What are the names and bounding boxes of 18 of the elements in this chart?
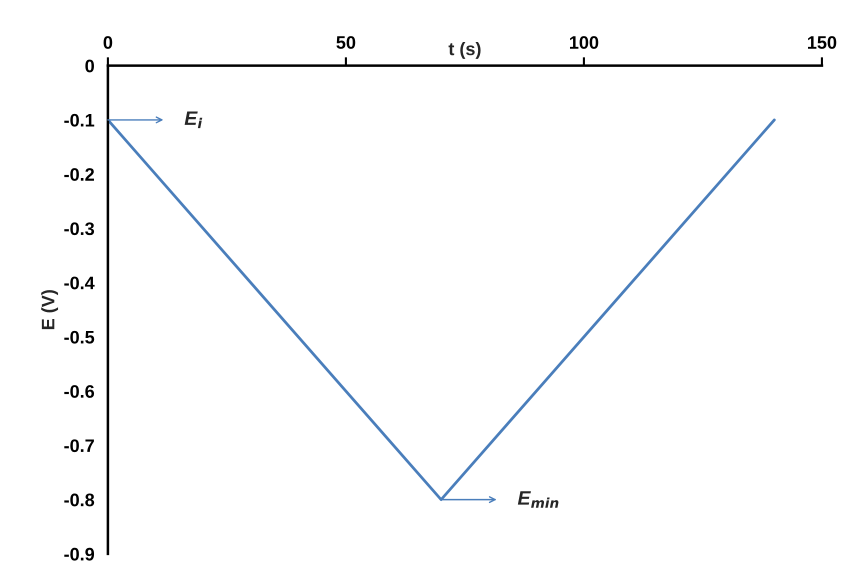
y-tick-label: -0.6 — [64, 385, 94, 398]
y-tick-label: -0.8 — [64, 494, 94, 506]
x-tick-label: 150 — [808, 36, 836, 49]
y-tick-label: -0.3 — [64, 222, 94, 236]
y-tick-label: -0.2 — [64, 168, 94, 181]
y-tick-label: -0.9 — [64, 548, 94, 561]
y-tick-label: 0 — [85, 60, 94, 72]
y-tick-label: -0.7 — [64, 439, 94, 452]
y-tick-label: -0.1 — [64, 114, 94, 127]
y-axis-title: E (V) — [41, 290, 58, 330]
x-axis-title: t (s) — [448, 42, 481, 59]
annotation: E$_{i}$ — [184, 112, 202, 128]
y-tick-label: -0.5 — [64, 330, 94, 344]
x-tick-label: 100 — [570, 36, 598, 49]
annotation: E$_{min}$ — [518, 491, 558, 508]
x-tick-label: 50 — [336, 36, 356, 49]
y-tick-label: -0.4 — [64, 276, 95, 290]
x-tick-label: 0 — [104, 36, 112, 49]
